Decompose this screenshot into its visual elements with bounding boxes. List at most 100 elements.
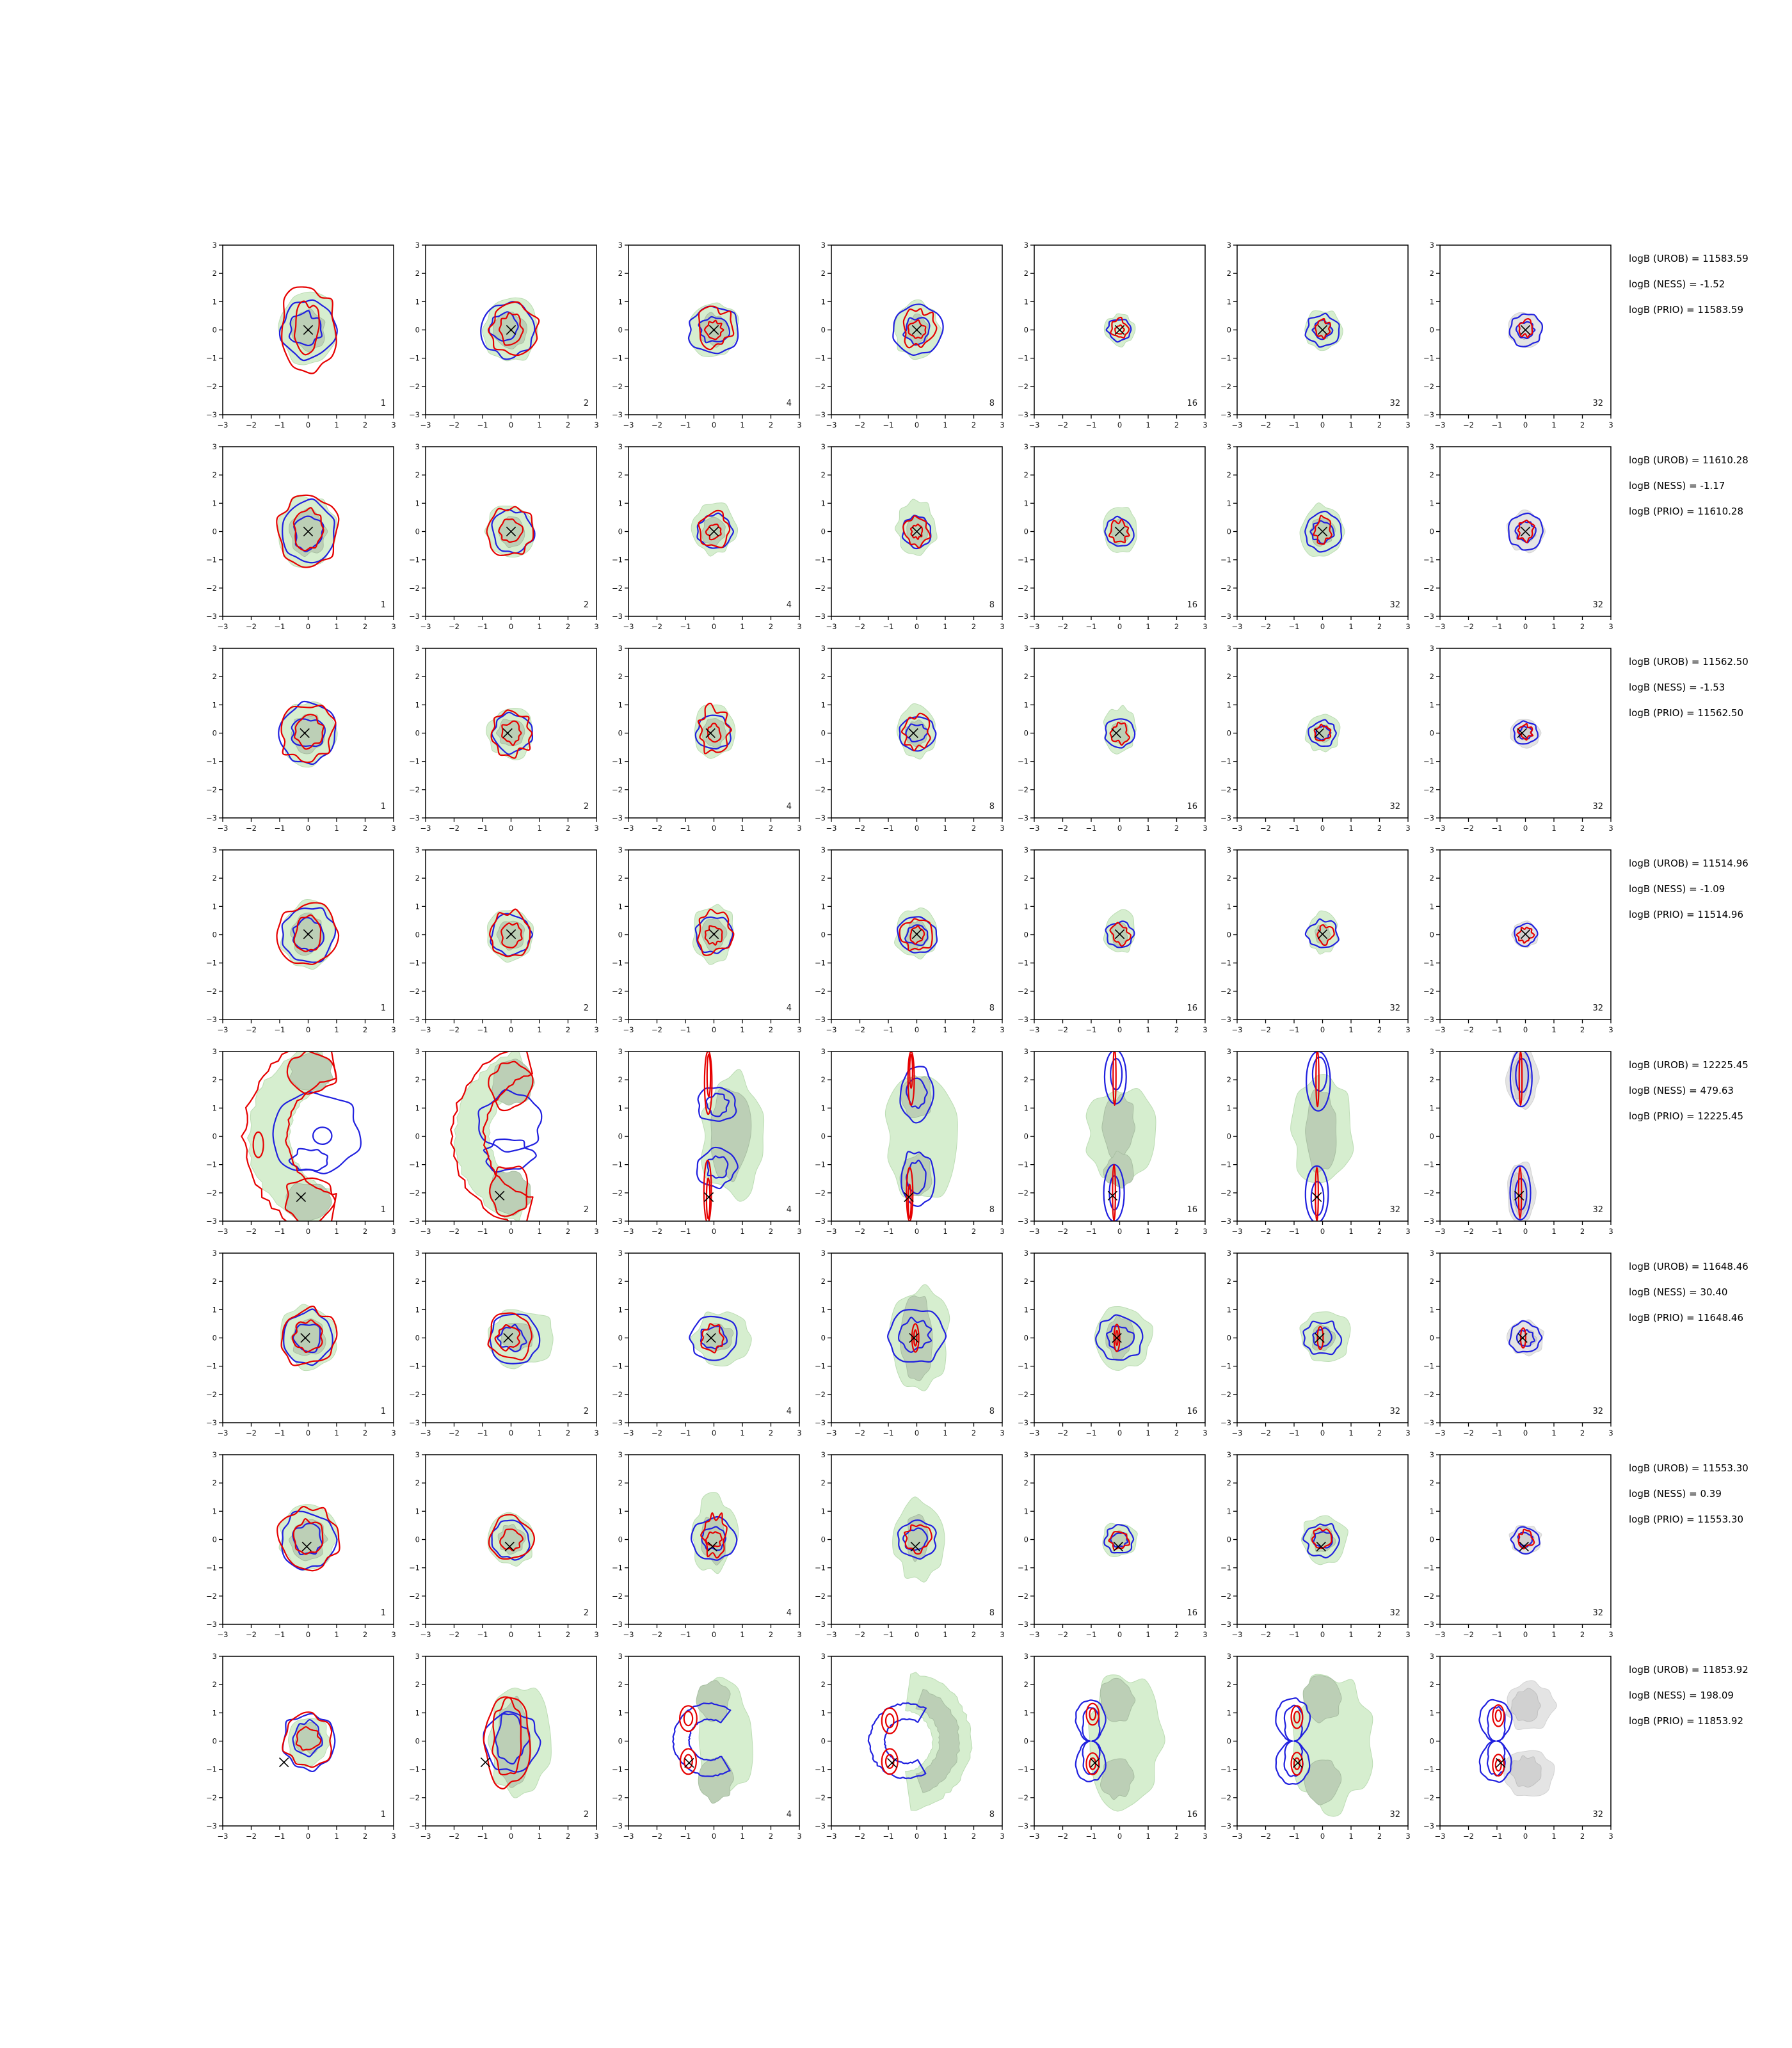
x-tick-label: −3: [826, 1227, 837, 1236]
y-tick-label: −3: [1423, 410, 1434, 419]
true-theta-marker: [911, 526, 922, 537]
y-tick-label: 1: [1024, 1507, 1028, 1516]
y-tick-label: −2: [1423, 785, 1434, 794]
x-tick-label: −1: [1492, 622, 1503, 631]
y-tick-label: 0: [1227, 1737, 1231, 1746]
x-tick-label: −1: [275, 622, 285, 631]
blue-contour: [1105, 920, 1135, 948]
x-tick-label: 1: [1551, 420, 1556, 429]
red-contour: [1108, 518, 1130, 543]
y-tick-label: 2: [618, 470, 623, 479]
blue-contour: [1312, 1327, 1332, 1348]
x-tick-label: −1: [477, 622, 488, 631]
x-tick-label: 1: [1146, 1832, 1150, 1841]
contour-layer: [867, 1672, 973, 1811]
x-tick-label: 3: [1405, 1832, 1410, 1841]
subplot-r2c6: −3−3 −2 −2 −1 −1 0 0 1 1 2 2 3 3 32: [1220, 442, 1411, 631]
y-tick-label: −2: [1423, 382, 1434, 391]
x-tick-label: 3: [797, 1630, 801, 1639]
red-contour: [904, 1524, 932, 1555]
y-tick-label: 0: [415, 931, 420, 940]
x-tick-label: −2: [854, 420, 865, 429]
x-tick-label: 1: [537, 1832, 541, 1841]
y-tick-label: 3: [821, 1047, 826, 1056]
y-tick-label: 1: [1430, 1103, 1434, 1112]
y-tick-label: −1: [1423, 354, 1434, 363]
red-contour: [902, 515, 931, 549]
y-tick-label: 1: [1430, 499, 1434, 508]
y-tick-label: −1: [612, 1362, 623, 1371]
red-contour: [293, 300, 320, 356]
x-tick-label: 0: [306, 1428, 310, 1437]
annotation-row8-urob: logB (UROB) = 11853.92: [1629, 1664, 1748, 1676]
x-tick-label: 2: [566, 1630, 570, 1639]
x-tick-label: 3: [1608, 1832, 1613, 1841]
x-tick-label: 0: [1523, 1025, 1528, 1034]
y-tick-label: −2: [409, 987, 420, 996]
y-tick-label: 1: [212, 1305, 217, 1314]
x-tick-label: 1: [943, 1832, 947, 1841]
sample-count-label: 32: [1389, 1810, 1400, 1820]
blue-contour: [1302, 1523, 1340, 1559]
y-tick-label: 1: [1227, 700, 1231, 709]
x-tick-label: −3: [420, 1832, 431, 1841]
blue-contour: [887, 1309, 947, 1363]
x-tick-label: −3: [1435, 420, 1446, 429]
y-tick-label: −2: [1018, 584, 1028, 593]
x-tick-label: −1: [1492, 1832, 1503, 1841]
subplot-r3c3: −3−3 −2 −2 −1 −1 0 0 1 1 2 2 3 3 4: [612, 644, 802, 833]
y-tick-label: 2: [212, 672, 217, 681]
red-contour: [700, 1323, 724, 1354]
x-tick-label: 3: [1405, 622, 1410, 631]
x-tick-label: 2: [972, 1832, 976, 1841]
sample-count-label: 2: [584, 1608, 589, 1618]
y-tick-label: 0: [1430, 1132, 1434, 1141]
blue-contour: [495, 1713, 531, 1765]
x-tick-label: −1: [1492, 1227, 1503, 1236]
kde-greenD-fill: [915, 1688, 960, 1793]
y-tick-label: −2: [815, 382, 826, 391]
true-theta-marker: [684, 1757, 694, 1768]
y-tick-label: −2: [1220, 1592, 1231, 1601]
y-tick-label: 1: [1227, 1507, 1231, 1516]
x-tick-label: 1: [1146, 1630, 1150, 1639]
x-tick-label: 0: [1523, 1428, 1528, 1437]
y-tick-label: 3: [212, 845, 217, 854]
subplot-r5c1: −3−3 −2 −2 −1 −1 0 0 1 1 2 2 3 3 1: [206, 1047, 396, 1236]
sample-count-label: 32: [1389, 1608, 1400, 1618]
y-tick-label: 0: [1227, 1334, 1231, 1343]
y-tick-label: 0: [1430, 1334, 1434, 1343]
sample-count-label: 4: [787, 399, 792, 408]
y-tick-label: 1: [1227, 499, 1231, 508]
x-tick-label: −1: [1086, 420, 1097, 429]
x-tick-label: 0: [1523, 622, 1528, 631]
subplot-r3c5: −3−3 −2 −2 −1 −1 0 0 1 1 2 2 3 3 16: [1018, 644, 1208, 833]
y-tick-label: −3: [1220, 410, 1231, 419]
x-tick-label: −3: [623, 1832, 634, 1841]
sample-count-label: 16: [1187, 399, 1197, 408]
x-tick-label: 2: [972, 1428, 976, 1437]
x-tick-label: 0: [915, 824, 919, 833]
sample-count-label: 2: [584, 1205, 589, 1215]
contour-layer: [691, 502, 739, 557]
x-tick-label: 2: [1174, 420, 1179, 429]
y-tick-label: −3: [815, 813, 826, 822]
x-tick-label: 2: [1580, 1630, 1585, 1639]
x-tick-label: 3: [1000, 1832, 1004, 1841]
x-tick-label: −2: [449, 1832, 460, 1841]
true-theta-marker: [1112, 1332, 1122, 1343]
subplot-r6c4: −3−3 −2 −2 −1 −1 0 0 1 1 2 2 3 3 8: [815, 1249, 1005, 1437]
y-tick-label: −1: [1018, 1765, 1028, 1774]
x-tick-label: 1: [740, 1630, 744, 1639]
true-theta-marker: [1520, 526, 1531, 537]
y-tick-label: −1: [1423, 1765, 1434, 1774]
x-tick-label: −3: [1232, 824, 1243, 833]
red-contour: [489, 908, 531, 957]
y-tick-label: −2: [1423, 1188, 1434, 1197]
y-tick-label: 2: [1227, 672, 1231, 681]
y-tick-label: −3: [815, 1217, 826, 1226]
y-tick-label: −3: [612, 1821, 623, 1830]
x-tick-label: 3: [1000, 1428, 1004, 1437]
red-contour: [1114, 324, 1125, 335]
x-tick-label: −2: [652, 622, 662, 631]
